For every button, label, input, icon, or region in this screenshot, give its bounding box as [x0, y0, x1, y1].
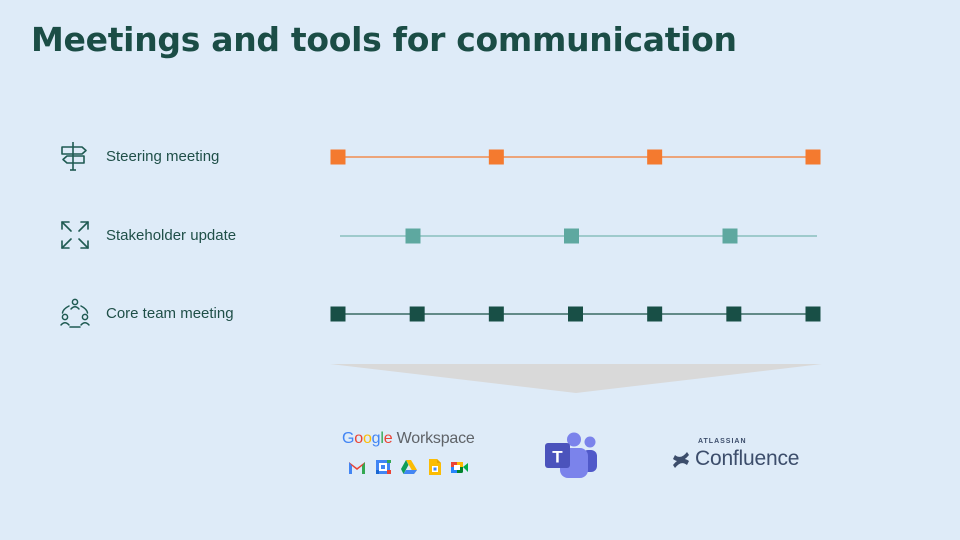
meeting-row-steering: Steering meeting [0, 137, 960, 177]
teams-letter: T [552, 448, 563, 467]
meeting-marker [805, 149, 821, 165]
meeting-marker [568, 306, 583, 322]
meeting-marker [805, 306, 821, 322]
meeting-marker [488, 306, 504, 322]
signpost-icon [61, 142, 87, 171]
timeline-steering [330, 149, 821, 165]
timeline-stakeholder [340, 228, 817, 244]
meeting-marker [722, 228, 738, 244]
workspace-wordmark: Workspace [396, 430, 475, 447]
confluence-icon [673, 452, 689, 468]
confluence-wordmark: Confluence [695, 447, 800, 470]
meeting-marker [330, 149, 346, 165]
slide-title: Meetings and tools for communication [31, 20, 737, 59]
drive-icon [401, 460, 417, 474]
meeting-marker [726, 306, 742, 322]
meeting-marker [647, 306, 663, 322]
meeting-label: Steering meeting [106, 148, 220, 165]
meeting-row-core-team: Core team meeting [0, 294, 960, 334]
atlassian-wordmark: ATLASSIAN [698, 438, 747, 445]
meeting-label: Stakeholder update [106, 227, 237, 244]
google-workspace-logo: Google Workspace [340, 428, 490, 482]
meeting-marker [409, 306, 425, 322]
meeting-marker [564, 228, 579, 244]
confluence-logo: ATLASSIAN Confluence [670, 436, 820, 476]
google-wordmark: Google [342, 430, 393, 447]
meeting-marker [405, 228, 421, 244]
meeting-row-stakeholder: Stakeholder update [0, 216, 960, 256]
meeting-marker [647, 149, 663, 165]
calendar-icon [376, 460, 391, 474]
docs-icon [429, 459, 441, 475]
meeting-label: Core team meeting [106, 305, 234, 322]
timeline-core-team [330, 306, 821, 322]
teams-logo: T [545, 432, 597, 478]
meeting-marker [330, 306, 346, 322]
funnel-shape [330, 364, 822, 393]
gmail-icon [349, 462, 365, 474]
meeting-marker [488, 149, 504, 165]
expand-arrows-icon [61, 221, 89, 249]
meet-icon [451, 462, 468, 473]
team-circle-icon [60, 298, 90, 328]
